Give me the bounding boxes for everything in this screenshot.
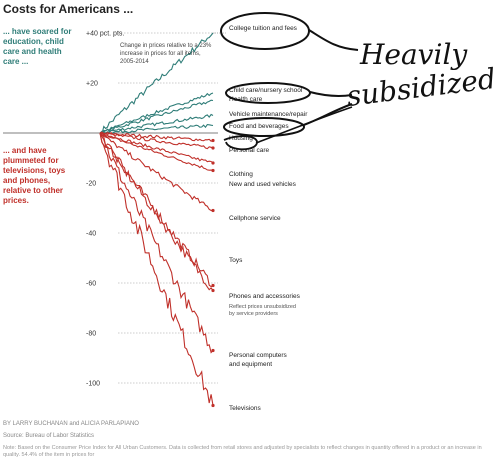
line-to-annotation-2 (309, 91, 353, 97)
y-tick-labels: +40 pct. pts. +20 -20 -40 -60 -80 -100 (86, 31, 124, 388)
lead-text-increase: ... have soared for education, child car… (3, 27, 72, 66)
series-endpoint-13 (211, 403, 215, 408)
loop-housing (223, 135, 258, 151)
series-label: Personal care (229, 147, 269, 154)
y-tick-label: -60 (86, 281, 96, 288)
y-tick-label: +40 pct. pts. (86, 31, 124, 38)
series-label: Clothing (229, 171, 253, 178)
line-to-annotation-1 (308, 29, 359, 51)
series-line-12 (99, 132, 214, 354)
y-tick-label: -80 (86, 331, 96, 338)
handwritten-heavily: Heavily (359, 38, 468, 71)
series-sublabel: Reflect prices unsubsidized (229, 304, 296, 310)
series-line-6 (99, 131, 214, 150)
series-endpoint-6 (211, 146, 215, 150)
circle-food (223, 117, 305, 137)
chart-note: Change in prices relative to a 23% incre… (120, 43, 212, 65)
series-line-5 (99, 131, 214, 142)
series-line-13 (99, 132, 214, 406)
series-endpoint-12 (211, 348, 215, 353)
byline: BY LARRY BUCHANAN and ALICIA PARLAPIANO (3, 421, 139, 427)
series-line-10 (99, 132, 214, 288)
series-label: Phones and accessories (229, 293, 301, 300)
chart-title: Costs for Americans ... (3, 2, 134, 16)
series-label: College tuition and fees (229, 25, 298, 32)
y-tick-label: -40 (86, 231, 96, 238)
series-label: Personal computers (229, 352, 288, 359)
series-endpoint-10 (211, 283, 215, 288)
y-tick-label: -20 (86, 181, 96, 188)
series-label: Televisions (229, 405, 262, 412)
series-line-3 (99, 113, 214, 134)
series-line-4 (99, 124, 214, 135)
series-endpoint-7 (211, 161, 215, 165)
y-tick-label: -100 (86, 381, 100, 388)
series-line-8 (99, 132, 214, 172)
series-labels: College tuition and fees Child care/nurse… (213, 25, 308, 412)
series-endpoint-11 (211, 288, 215, 293)
series-line-1 (99, 92, 214, 134)
series-line-2 (99, 99, 214, 135)
series-label: Food and beverages (229, 123, 289, 130)
series-label: and equipment (229, 361, 272, 368)
series-label: New and used vehicles (229, 181, 297, 188)
series-line-9 (99, 132, 213, 212)
series-label: Toys (229, 257, 243, 264)
footnote: Note: Based on the Consumer Price Index … (3, 445, 482, 458)
series-lines (99, 32, 215, 408)
series-label: Child care/nursery school (229, 87, 303, 94)
y-tick-label: +20 (86, 81, 98, 88)
series-endpoint-9 (211, 208, 215, 213)
series-endpoint-8 (211, 168, 215, 173)
series-label: Health care (229, 96, 263, 103)
series-line-0 (99, 32, 214, 135)
series-sublabel: by service providers (229, 311, 278, 317)
series-label: Cellphone service (229, 215, 281, 222)
series-endpoint-5 (211, 138, 215, 143)
series-label: Vehicle maintenance/repair (229, 111, 308, 118)
series-label: Housing (229, 135, 253, 142)
series-line-11 (99, 132, 214, 291)
source-line: Source: Bureau of Labor Statistics (3, 433, 95, 439)
lead-text-decrease: ... and have plummeted for televisions, … (3, 146, 66, 205)
line-to-annotation-4 (255, 106, 353, 144)
